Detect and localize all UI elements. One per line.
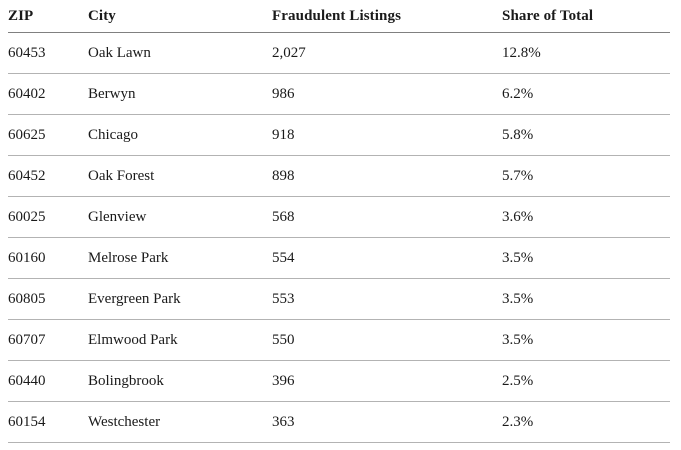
cell-city: Evergreen Park xyxy=(88,278,272,320)
cell-city: Bolingbrook xyxy=(88,360,272,402)
cell-city: Berwyn xyxy=(88,73,272,115)
cell-city: Glenview xyxy=(88,196,272,238)
cell-zip: 60453 xyxy=(8,32,88,74)
table-row: 60452 Oak Forest 898 5.7% xyxy=(8,155,670,197)
cell-fraudulent-listings: 553 xyxy=(272,278,502,320)
cell-city: Elmwood Park xyxy=(88,319,272,361)
cell-fraudulent-listings: 918 xyxy=(272,114,502,156)
table-row: 60402 Berwyn 986 6.2% xyxy=(8,73,670,115)
cell-zip: 60402 xyxy=(8,73,88,115)
cell-share-of-total: 5.8% xyxy=(502,114,670,156)
col-header-share-of-total: Share of Total xyxy=(502,0,670,33)
col-header-city: City xyxy=(88,0,272,33)
cell-share-of-total: 12.8% xyxy=(502,32,670,74)
cell-share-of-total: 5.7% xyxy=(502,155,670,197)
table-row: 60625 Chicago 918 5.8% xyxy=(8,114,670,156)
cell-fraudulent-listings: 568 xyxy=(272,196,502,238)
cell-fraudulent-listings: 898 xyxy=(272,155,502,197)
table-row: 60025 Glenview 568 3.6% xyxy=(8,196,670,238)
cell-fraudulent-listings: 554 xyxy=(272,237,502,279)
cell-fraudulent-listings: 986 xyxy=(272,73,502,115)
col-header-fraudulent-listings: Fraudulent Listings xyxy=(272,0,502,33)
cell-share-of-total: 2.3% xyxy=(502,401,670,443)
cell-city: Westchester xyxy=(88,401,272,443)
cell-city: Melrose Park xyxy=(88,237,272,279)
cell-zip: 60452 xyxy=(8,155,88,197)
cell-share-of-total: 3.5% xyxy=(502,278,670,320)
cell-share-of-total: 2.5% xyxy=(502,360,670,402)
cell-city: Oak Forest xyxy=(88,155,272,197)
cell-zip: 60440 xyxy=(8,360,88,402)
table-row: 60453 Oak Lawn 2,027 12.8% xyxy=(8,32,670,74)
cell-fraudulent-listings: 2,027 xyxy=(272,32,502,74)
fraudulent-listings-table: ZIP City Fraudulent Listings Share of To… xyxy=(8,0,670,443)
cell-city: Oak Lawn xyxy=(88,32,272,74)
cell-share-of-total: 3.5% xyxy=(502,237,670,279)
cell-city: Chicago xyxy=(88,114,272,156)
data-table: ZIP City Fraudulent Listings Share of To… xyxy=(8,0,670,443)
table-body: 60453 Oak Lawn 2,027 12.8% 60402 Berwyn 986 6.2… xyxy=(8,32,670,443)
cell-zip: 60707 xyxy=(8,319,88,361)
cell-fraudulent-listings: 363 xyxy=(272,401,502,443)
cell-zip: 60805 xyxy=(8,278,88,320)
cell-zip: 60160 xyxy=(8,237,88,279)
table-row: 60805 Evergreen Park 553 3.5% xyxy=(8,278,670,320)
cell-fraudulent-listings: 550 xyxy=(272,319,502,361)
table-row: 60160 Melrose Park 554 3.5% xyxy=(8,237,670,279)
cell-zip: 60025 xyxy=(8,196,88,238)
col-header-zip: ZIP xyxy=(8,0,88,33)
cell-share-of-total: 3.6% xyxy=(502,196,670,238)
cell-share-of-total: 3.5% xyxy=(502,319,670,361)
cell-share-of-total: 6.2% xyxy=(502,73,670,115)
header-row: ZIP City Fraudulent Listings Share of To… xyxy=(8,0,670,33)
cell-fraudulent-listings: 396 xyxy=(272,360,502,402)
table-row: 60440 Bolingbrook 396 2.5% xyxy=(8,360,670,402)
table-row: 60707 Elmwood Park 550 3.5% xyxy=(8,319,670,361)
table-row: 60154 Westchester 363 2.3% xyxy=(8,401,670,443)
cell-zip: 60154 xyxy=(8,401,88,443)
cell-zip: 60625 xyxy=(8,114,88,156)
